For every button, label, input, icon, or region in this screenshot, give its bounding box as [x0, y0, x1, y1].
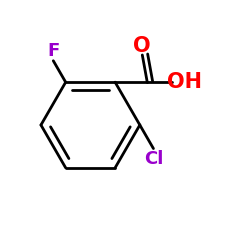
Text: OH: OH — [167, 72, 202, 92]
Text: Cl: Cl — [144, 150, 163, 168]
Text: O: O — [134, 36, 151, 56]
Text: F: F — [47, 42, 60, 60]
